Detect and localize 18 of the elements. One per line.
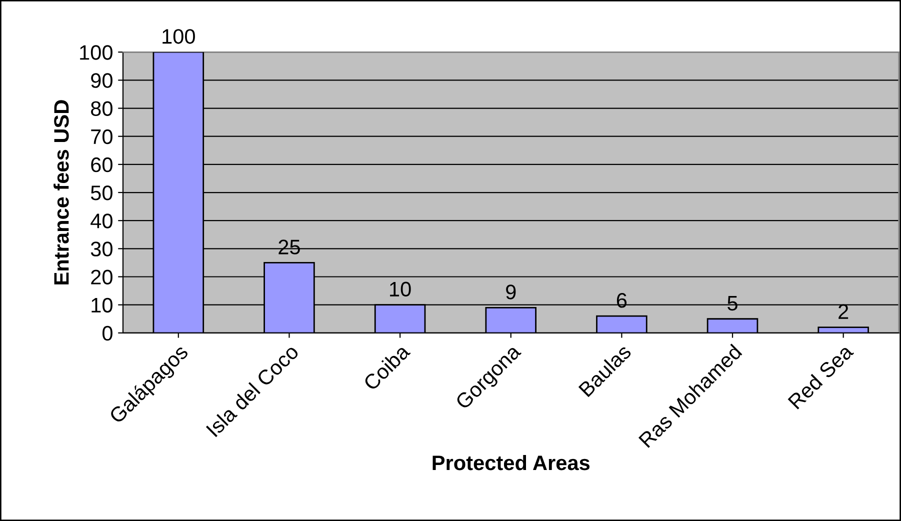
y-tick-label: 60 (91, 157, 112, 172)
y-tick-label: 0 (102, 326, 112, 341)
y-tick-label: 100 (80, 45, 112, 60)
y-tick-label: 70 (91, 129, 112, 144)
y-tick-label: 30 (90, 242, 112, 256)
data-label: 2 (838, 304, 848, 319)
data-label: 6 (616, 293, 627, 308)
y-tick-label: 50 (90, 186, 112, 200)
y-tick-label: 80 (91, 101, 112, 116)
y-tick-label: 40 (90, 214, 112, 228)
data-label: 9 (506, 284, 516, 300)
data-label: 10 (390, 282, 411, 297)
y-tick-label: 10 (92, 298, 112, 313)
y-tick-label: 20 (91, 270, 112, 285)
data-label: 100 (162, 29, 195, 44)
x-axis-title: Protected Areas (432, 454, 590, 470)
y-axis-title: Entrance fees USD (54, 100, 69, 284)
y-tick-label: 90 (91, 73, 112, 88)
